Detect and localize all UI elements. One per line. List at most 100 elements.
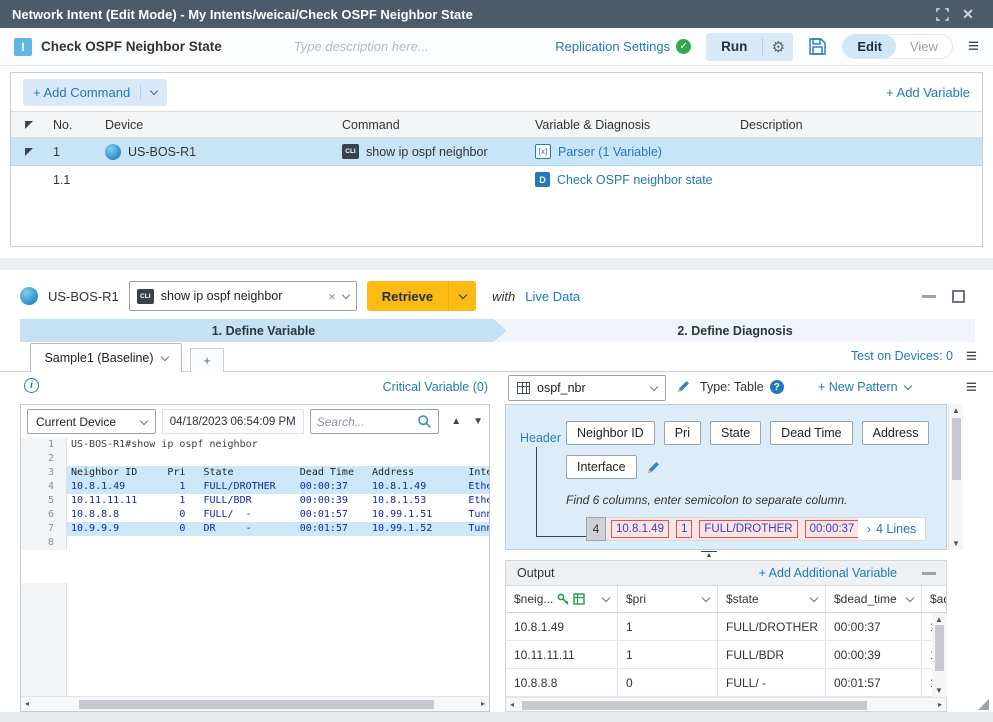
device-name: US-BOS-R1 xyxy=(128,144,197,159)
column-chip[interactable]: Pri xyxy=(663,421,701,445)
chevron-down-icon[interactable] xyxy=(341,290,351,300)
match-cell[interactable]: FULL/DROTHER xyxy=(699,520,798,538)
device-bar: US-BOS-R1 CLI show ip ospf neighbor × Re… xyxy=(20,280,973,312)
editor-line xyxy=(67,536,489,550)
retrieve-button[interactable]: Retrieve xyxy=(366,281,449,311)
output-row[interactable]: 10.8.1.49 1 FULL/DROTHER 00:00:37 1 xyxy=(505,613,947,641)
page-background xyxy=(0,712,993,722)
chevron-down-icon[interactable] xyxy=(903,381,912,391)
command-row-1-1[interactable]: 1.1 D Check OSPF neighbor state xyxy=(53,172,713,188)
cli-icon: CLI xyxy=(136,288,154,304)
edit-pencil-icon[interactable] xyxy=(646,460,661,475)
gear-icon[interactable]: ⚙ xyxy=(771,38,786,56)
clear-icon[interactable]: × xyxy=(328,288,336,304)
table-variable-icon xyxy=(573,592,586,605)
output-vscrollbar[interactable]: ▲ ▼ xyxy=(932,613,947,697)
command-value: show ip ospf neighbor xyxy=(160,289,283,303)
column-chip[interactable]: Dead Time xyxy=(770,421,853,445)
step-define-variable[interactable]: 1. Define Variable xyxy=(20,319,507,342)
tab-sample1-baseline[interactable]: Sample1 (Baseline) xyxy=(30,343,182,372)
table-icon xyxy=(517,382,530,394)
match-cell[interactable]: 1 xyxy=(675,520,693,538)
chevron-down-icon[interactable] xyxy=(149,86,159,96)
collapse-row-icon[interactable] xyxy=(25,147,33,156)
col-description: Description xyxy=(734,111,982,138)
editor-line: 10.11.11.11 1 FULL/BDR 00:00:39 10.8.1.5… xyxy=(71,495,489,506)
edit-toggle[interactable]: Edit xyxy=(843,35,896,58)
add-additional-variable-link[interactable]: + Add Additional Variable xyxy=(758,566,897,580)
output-col-address[interactable]: $add xyxy=(922,586,946,613)
retrieve-dropdown[interactable] xyxy=(449,281,477,311)
output-col-neighbor[interactable]: $neig... xyxy=(506,586,618,613)
view-toggle[interactable]: View xyxy=(909,39,938,54)
column-chip[interactable]: Address xyxy=(861,421,930,445)
pattern-vscrollbar[interactable]: ▲ ▼ xyxy=(948,404,963,550)
new-pattern-link[interactable]: + New Pattern xyxy=(818,380,898,394)
pattern-panel: Header Neighbor ID Pri State Dead Time A… xyxy=(505,404,965,712)
column-chip[interactable]: State xyxy=(709,421,762,445)
matched-lines-link[interactable]: 4 Lines xyxy=(876,522,917,536)
find-prev-icon[interactable]: ▲ xyxy=(451,416,462,427)
maximize-panel-icon[interactable] xyxy=(952,289,965,303)
match-cell[interactable]: 10.8.1.49 xyxy=(611,520,669,538)
output-col-pri[interactable]: $pri xyxy=(618,586,718,613)
column-chip[interactable]: Neighbor ID xyxy=(566,421,655,445)
match-cell[interactable]: 00:00:37 xyxy=(804,520,858,538)
find-next-icon[interactable]: ▼ xyxy=(473,416,483,427)
col-variable: Variable & Diagnosis xyxy=(529,111,734,138)
help-icon[interactable]: ? xyxy=(769,380,784,394)
menu-icon[interactable]: ≡ xyxy=(965,377,977,398)
chevron-down-icon[interactable] xyxy=(160,352,169,362)
output-col-dead-time[interactable]: $dead_time xyxy=(826,586,922,613)
menu-icon[interactable]: ≡ xyxy=(965,346,977,367)
edit-pencil-icon[interactable] xyxy=(676,379,691,394)
intent-toolbar: I Check OSPF Neighbor State Replication … xyxy=(0,28,993,66)
output-col-state[interactable]: $state xyxy=(718,586,826,613)
resize-grip[interactable] xyxy=(978,699,989,710)
diagnosis-link[interactable]: Check OSPF neighbor state xyxy=(557,172,713,187)
command-text: show ip ospf neighbor xyxy=(366,144,488,159)
step-define-diagnosis[interactable]: 2. Define Diagnosis xyxy=(495,319,975,342)
command-combobox[interactable]: CLI show ip ospf neighbor × xyxy=(128,281,357,311)
col-no: No. xyxy=(47,111,99,138)
diagnosis-icon: D xyxy=(535,172,550,188)
variable-toolbar: i Critical Variable (0) ospf_nbr Type: T… xyxy=(0,372,993,403)
window-title: Network Intent (Edit Mode) - My Intents/… xyxy=(12,6,473,22)
add-sample-tab[interactable]: + xyxy=(190,348,224,372)
save-icon[interactable] xyxy=(808,37,827,56)
sample-tabs: Sample1 (Baseline) + Test on Devices: 0 … xyxy=(0,342,993,372)
collapse-all-icon[interactable] xyxy=(25,120,33,129)
column-chip[interactable]: Interface xyxy=(566,455,637,479)
live-data-link[interactable]: Live Data xyxy=(525,288,581,304)
search-input[interactable] xyxy=(316,414,418,429)
search-icon[interactable] xyxy=(417,414,432,429)
search-box xyxy=(309,409,440,434)
current-device-select[interactable]: Current Device xyxy=(27,409,156,434)
minimize-output-icon[interactable] xyxy=(922,571,936,575)
pattern-connector xyxy=(536,447,586,537)
info-icon[interactable]: i xyxy=(24,378,39,393)
collapse-output-icon[interactable]: ▲ xyxy=(701,551,717,560)
chevron-down-icon[interactable] xyxy=(601,593,611,603)
command-row-1[interactable]: 1 US-BOS-R1 CLI show ip ospf neighbor [x… xyxy=(11,137,982,166)
minimize-panel-icon[interactable] xyxy=(922,294,936,298)
output-row[interactable]: 10.8.8.8 0 FULL/ - 00:01:57 1 xyxy=(505,669,947,697)
replication-settings-link[interactable]: Replication Settings xyxy=(555,39,671,54)
add-variable-link[interactable]: + Add Variable xyxy=(886,84,970,100)
run-button[interactable]: Run xyxy=(721,39,748,54)
description-input[interactable] xyxy=(293,39,509,54)
output-row[interactable]: 10.11.11.11 1 FULL/BDR 00:00:39 1 xyxy=(505,641,947,669)
variable-select[interactable]: ospf_nbr xyxy=(508,375,666,401)
editor-hscrollbar[interactable]: ◂ ▸ xyxy=(21,696,489,711)
output-hscrollbar[interactable]: ◂ ▸ xyxy=(505,697,947,712)
parser-link[interactable]: Parser (1 Variable) xyxy=(558,144,662,159)
menu-icon[interactable]: ≡ xyxy=(967,36,979,57)
check-circle-icon: ✓ xyxy=(676,39,692,54)
expand-icon[interactable] xyxy=(929,5,955,23)
add-command-button[interactable]: + Add Command xyxy=(23,78,168,106)
cli-output-editor[interactable]: 1 US-BOS-R1#show ip ospf neighbor 2 3 Neig… xyxy=(21,438,489,696)
close-icon[interactable]: ✕ xyxy=(962,5,974,22)
critical-variable-link[interactable]: Critical Variable (0) xyxy=(382,380,488,394)
test-on-devices-link[interactable]: Test on Devices: 0 xyxy=(850,349,953,363)
